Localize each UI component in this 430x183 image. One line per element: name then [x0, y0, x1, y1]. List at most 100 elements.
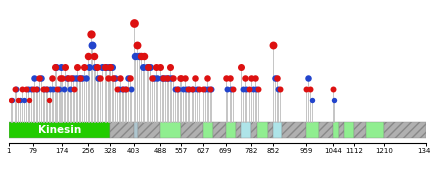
Point [19, 88, 26, 91]
Point [45, 99, 52, 102]
Point [7, 99, 14, 102]
Point [92, 66, 99, 69]
Bar [306, 122, 319, 138]
Point [154, 77, 161, 80]
Bar [241, 122, 252, 138]
Point [73, 77, 80, 80]
Point [47, 88, 54, 91]
Point [162, 77, 169, 80]
Point [245, 88, 252, 91]
Point [17, 99, 24, 102]
Point [249, 88, 256, 91]
Point [186, 88, 193, 91]
Bar [282, 122, 306, 138]
Point [191, 77, 198, 80]
Point [123, 88, 130, 91]
Point [52, 66, 58, 69]
Point [95, 77, 102, 80]
Text: Kinesin: Kinesin [38, 125, 81, 135]
Point [178, 77, 185, 80]
Point [176, 77, 183, 80]
Point [34, 88, 40, 91]
Point [62, 66, 69, 69]
Point [169, 77, 176, 80]
Point [226, 77, 233, 80]
Point [195, 88, 202, 91]
Point [242, 77, 249, 80]
Point [31, 77, 37, 80]
Point [183, 88, 190, 91]
Point [275, 88, 282, 91]
Bar [181, 122, 203, 138]
Point [15, 99, 22, 102]
Bar [236, 122, 241, 138]
Point [304, 77, 311, 80]
Point [166, 66, 173, 69]
Bar [366, 122, 384, 138]
Point [79, 77, 86, 80]
Point [40, 88, 46, 91]
Point [44, 88, 51, 91]
Point [303, 88, 310, 91]
Point [114, 88, 120, 91]
Point [138, 55, 145, 58]
Point [145, 66, 152, 69]
Point [117, 77, 123, 80]
Point [97, 77, 104, 80]
Point [83, 77, 89, 80]
Point [71, 88, 78, 91]
Point [55, 88, 62, 91]
Point [108, 66, 115, 69]
Point [224, 88, 230, 91]
Point [160, 77, 166, 80]
Bar [384, 122, 426, 138]
Point [69, 77, 76, 80]
Point [331, 99, 338, 102]
Bar [252, 122, 257, 138]
Point [158, 77, 165, 80]
Point [208, 88, 215, 91]
Point [174, 88, 181, 91]
Point [273, 77, 280, 80]
Point [54, 88, 61, 91]
Point [20, 99, 27, 102]
Bar [226, 122, 236, 138]
Point [24, 88, 31, 91]
Point [68, 77, 74, 80]
Point [203, 77, 210, 80]
Point [201, 88, 208, 91]
Point [59, 77, 66, 80]
Point [103, 66, 110, 69]
Bar [344, 122, 354, 138]
Point [143, 66, 150, 69]
Point [37, 77, 44, 80]
Bar [273, 122, 282, 138]
Point [29, 88, 36, 91]
Bar [333, 122, 339, 138]
Bar [319, 122, 333, 138]
Point [253, 88, 260, 91]
Point [76, 77, 83, 80]
Point [128, 88, 135, 91]
Point [104, 77, 111, 80]
Point [74, 66, 81, 69]
Bar [354, 122, 366, 138]
Point [50, 88, 57, 91]
Point [53, 66, 60, 69]
Point [206, 88, 213, 91]
Point [26, 99, 33, 102]
Point [165, 77, 172, 80]
Point [228, 88, 235, 91]
Point [111, 77, 118, 80]
Point [153, 66, 160, 69]
Bar [138, 122, 160, 138]
Point [200, 88, 206, 91]
Bar [110, 122, 134, 138]
Point [181, 77, 188, 80]
Point [251, 77, 258, 80]
Point [120, 88, 127, 91]
Bar [257, 122, 268, 138]
Point [190, 88, 197, 91]
Point [238, 66, 245, 69]
Point [36, 77, 43, 80]
